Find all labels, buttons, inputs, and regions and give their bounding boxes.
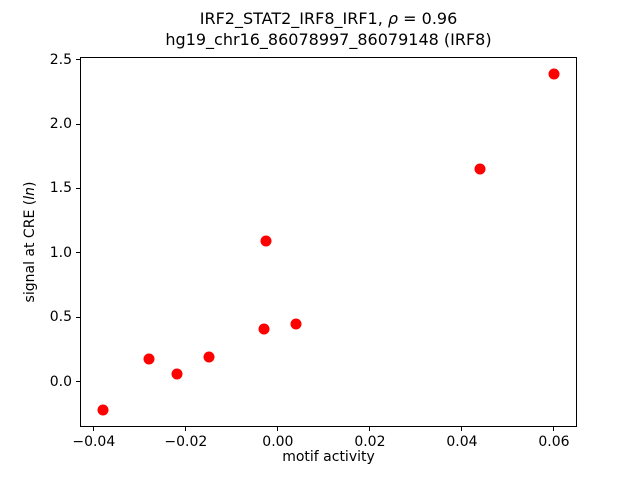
data-point: [258, 323, 270, 335]
y-tick-mark: [76, 381, 80, 383]
data-point: [260, 235, 272, 247]
y-axis-label: signal at CRE (ln): [22, 182, 38, 303]
x-axis-label: motif activity: [282, 449, 375, 465]
data-point: [290, 318, 302, 330]
ylabel-ln: ln: [22, 187, 38, 200]
x-tick-label: −0.02: [164, 434, 208, 450]
chart-title-line1: IRF2_STAT2_IRF8_IRF1, ρ = 0.96: [80, 8, 577, 29]
y-tick-label: 0.5: [49, 309, 72, 326]
y-tick-label: 1.0: [49, 244, 72, 261]
x-tick-label: 0.06: [538, 434, 570, 450]
x-tick-mark: [553, 427, 555, 431]
y-tick-mark: [76, 123, 80, 125]
rho-symbol: ρ: [387, 9, 399, 28]
y-tick-label: 2.0: [49, 116, 72, 133]
y-tick-label: 0.0: [49, 373, 72, 390]
y-tick-label: 2.5: [49, 51, 72, 68]
data-point: [474, 163, 486, 175]
title-suffix: = 0.96: [398, 9, 458, 28]
chart-subtitle: hg19_chr16_86078997_86079148 (IRF8): [165, 30, 492, 49]
x-tick-mark: [277, 427, 279, 431]
ylabel-prefix: signal at CRE (: [22, 199, 38, 303]
data-point: [143, 353, 155, 365]
x-tick-mark: [369, 427, 371, 431]
data-point: [171, 368, 183, 380]
data-point: [203, 351, 215, 363]
y-tick-label: 1.5: [49, 180, 72, 197]
x-tick-label: 0.02: [354, 434, 386, 450]
x-tick-mark: [93, 427, 95, 431]
title-prefix: IRF2_STAT2_IRF8_IRF1,: [199, 9, 388, 28]
x-tick-mark: [461, 427, 463, 431]
y-tick-mark: [76, 252, 80, 254]
y-tick-mark: [76, 316, 80, 318]
data-point: [97, 404, 109, 416]
y-tick-mark: [76, 59, 80, 61]
chart-title: IRF2_STAT2_IRF8_IRF1, ρ = 0.96 hg19_chr1…: [80, 8, 577, 50]
x-tick-label: −0.04: [72, 434, 116, 450]
data-point: [548, 68, 560, 80]
ylabel-suffix: ): [22, 181, 38, 188]
x-tick-label: 0.04: [446, 434, 478, 450]
y-tick-mark: [76, 187, 80, 189]
x-tick-mark: [185, 427, 187, 431]
plot-area: [80, 57, 577, 427]
x-tick-label: 0.00: [262, 434, 294, 450]
